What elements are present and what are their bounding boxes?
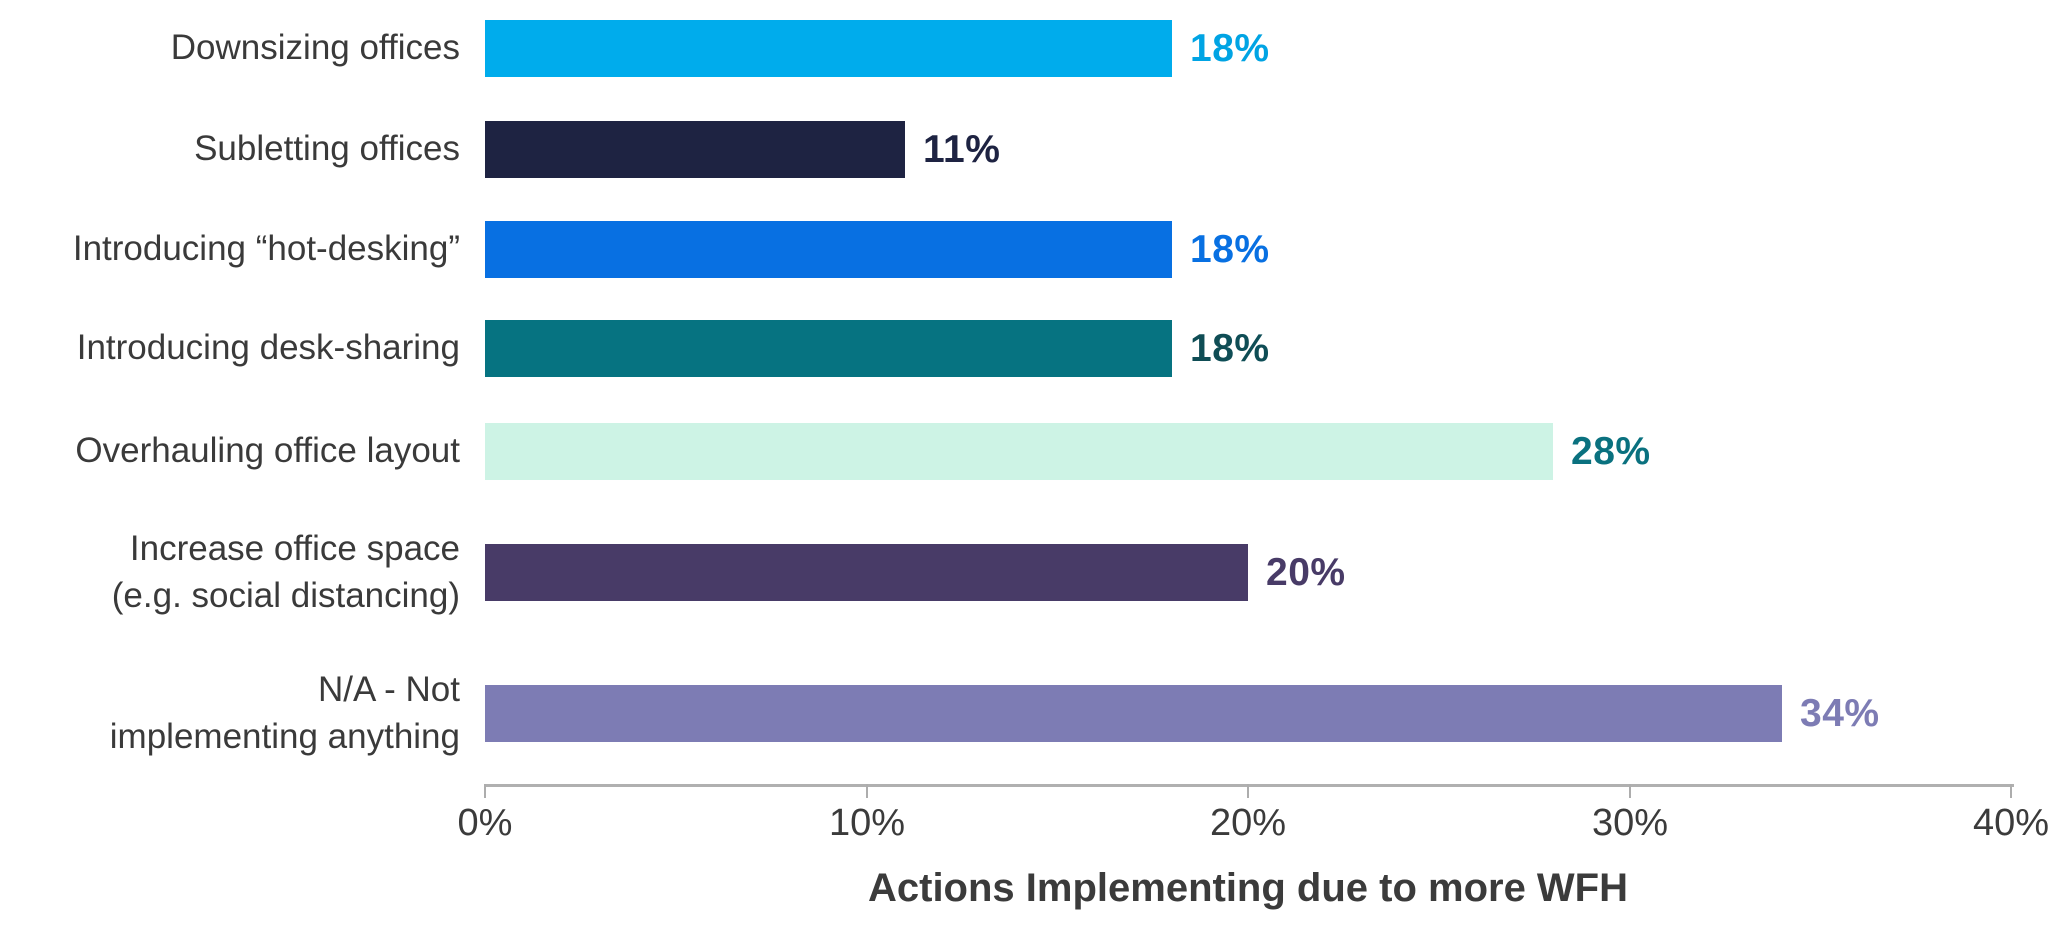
category-label: Downsizing offices bbox=[170, 28, 460, 68]
axis-tick bbox=[1629, 784, 1631, 798]
axis-tick-label: 20% bbox=[1209, 802, 1287, 844]
x-axis: 0% 10% 20% 30% 40% bbox=[458, 784, 2048, 844]
axis-tick-label: 10% bbox=[828, 802, 906, 844]
axis-tick bbox=[1247, 784, 1249, 798]
value-label: 28% bbox=[1571, 429, 1651, 473]
category-label: Overhauling office layout bbox=[75, 431, 460, 471]
bar bbox=[485, 423, 1553, 480]
axis-tick-label: 30% bbox=[1591, 802, 1669, 844]
bar bbox=[485, 20, 1172, 77]
value-label: 18% bbox=[1190, 326, 1270, 370]
x-axis-line bbox=[485, 784, 2014, 787]
value-label: 34% bbox=[1800, 691, 1880, 735]
value-label: 18% bbox=[1190, 227, 1270, 271]
bar bbox=[485, 221, 1172, 278]
axis-tick-label: 40% bbox=[1972, 802, 2048, 844]
category-label: Introducing “hot-desking” bbox=[72, 229, 460, 269]
category-label: N/A - Not implementing anything bbox=[109, 670, 460, 756]
bar-row: Subletting offices 11% bbox=[0, 121, 2048, 178]
value-label: 20% bbox=[1266, 550, 1346, 594]
bar bbox=[485, 121, 905, 178]
bar-row: Increase office space (e.g. social dista… bbox=[0, 529, 2048, 614]
axis-tick bbox=[484, 784, 486, 798]
category-label: Introducing desk-sharing bbox=[76, 328, 460, 368]
bar-row: Introducing desk-sharing 18% bbox=[0, 320, 2048, 377]
value-label: 11% bbox=[923, 127, 1001, 171]
bar-row: Overhauling office layout 28% bbox=[0, 423, 2048, 480]
bar bbox=[485, 544, 1248, 601]
category-label: Increase office space (e.g. social dista… bbox=[111, 529, 460, 615]
axis-tick bbox=[2010, 784, 2012, 798]
bar bbox=[485, 320, 1172, 377]
bar-row: Downsizing offices 18% bbox=[0, 20, 2048, 77]
bar bbox=[485, 685, 1782, 742]
axis-tick-label: 0% bbox=[457, 802, 513, 844]
bar-row: Introducing “hot-desking” 18% bbox=[0, 221, 2048, 278]
bar-row: N/A - Not implementing anything 34% bbox=[0, 670, 2048, 755]
x-axis-title: Actions Implementing due to more WFH bbox=[867, 866, 1629, 910]
category-label: Subletting offices bbox=[194, 129, 460, 169]
value-label: 18% bbox=[1190, 26, 1270, 70]
axis-tick bbox=[866, 784, 868, 798]
